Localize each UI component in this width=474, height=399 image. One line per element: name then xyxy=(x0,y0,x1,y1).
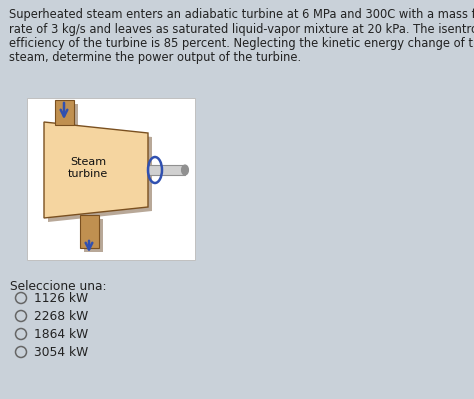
Polygon shape xyxy=(84,219,103,252)
Text: Steam
turbine: Steam turbine xyxy=(68,157,108,179)
Text: 2268 kW: 2268 kW xyxy=(34,310,88,322)
Bar xyxy=(148,165,185,175)
Polygon shape xyxy=(55,100,74,125)
Polygon shape xyxy=(44,122,148,218)
Polygon shape xyxy=(59,104,78,129)
Polygon shape xyxy=(80,215,99,248)
Text: rate of 3 kg/s and leaves as saturated liquid-vapor mixture at 20 kPa. The isent: rate of 3 kg/s and leaves as saturated l… xyxy=(9,22,474,36)
Text: efficiency of the turbine is 85 percent. Neglecting the kinetic energy change of: efficiency of the turbine is 85 percent.… xyxy=(9,37,474,50)
Text: 3054 kW: 3054 kW xyxy=(34,346,88,358)
Text: 1864 kW: 1864 kW xyxy=(34,328,88,340)
Text: steam, determine the power output of the turbine.: steam, determine the power output of the… xyxy=(9,51,301,65)
Bar xyxy=(27,98,195,260)
Text: Superheated steam enters an adiabatic turbine at 6 MPa and 300C with a mass flow: Superheated steam enters an adiabatic tu… xyxy=(9,8,474,21)
Ellipse shape xyxy=(182,165,189,175)
Text: Seleccione una:: Seleccione una: xyxy=(10,280,107,293)
Polygon shape xyxy=(48,126,152,222)
Text: 1126 kW: 1126 kW xyxy=(34,292,88,304)
